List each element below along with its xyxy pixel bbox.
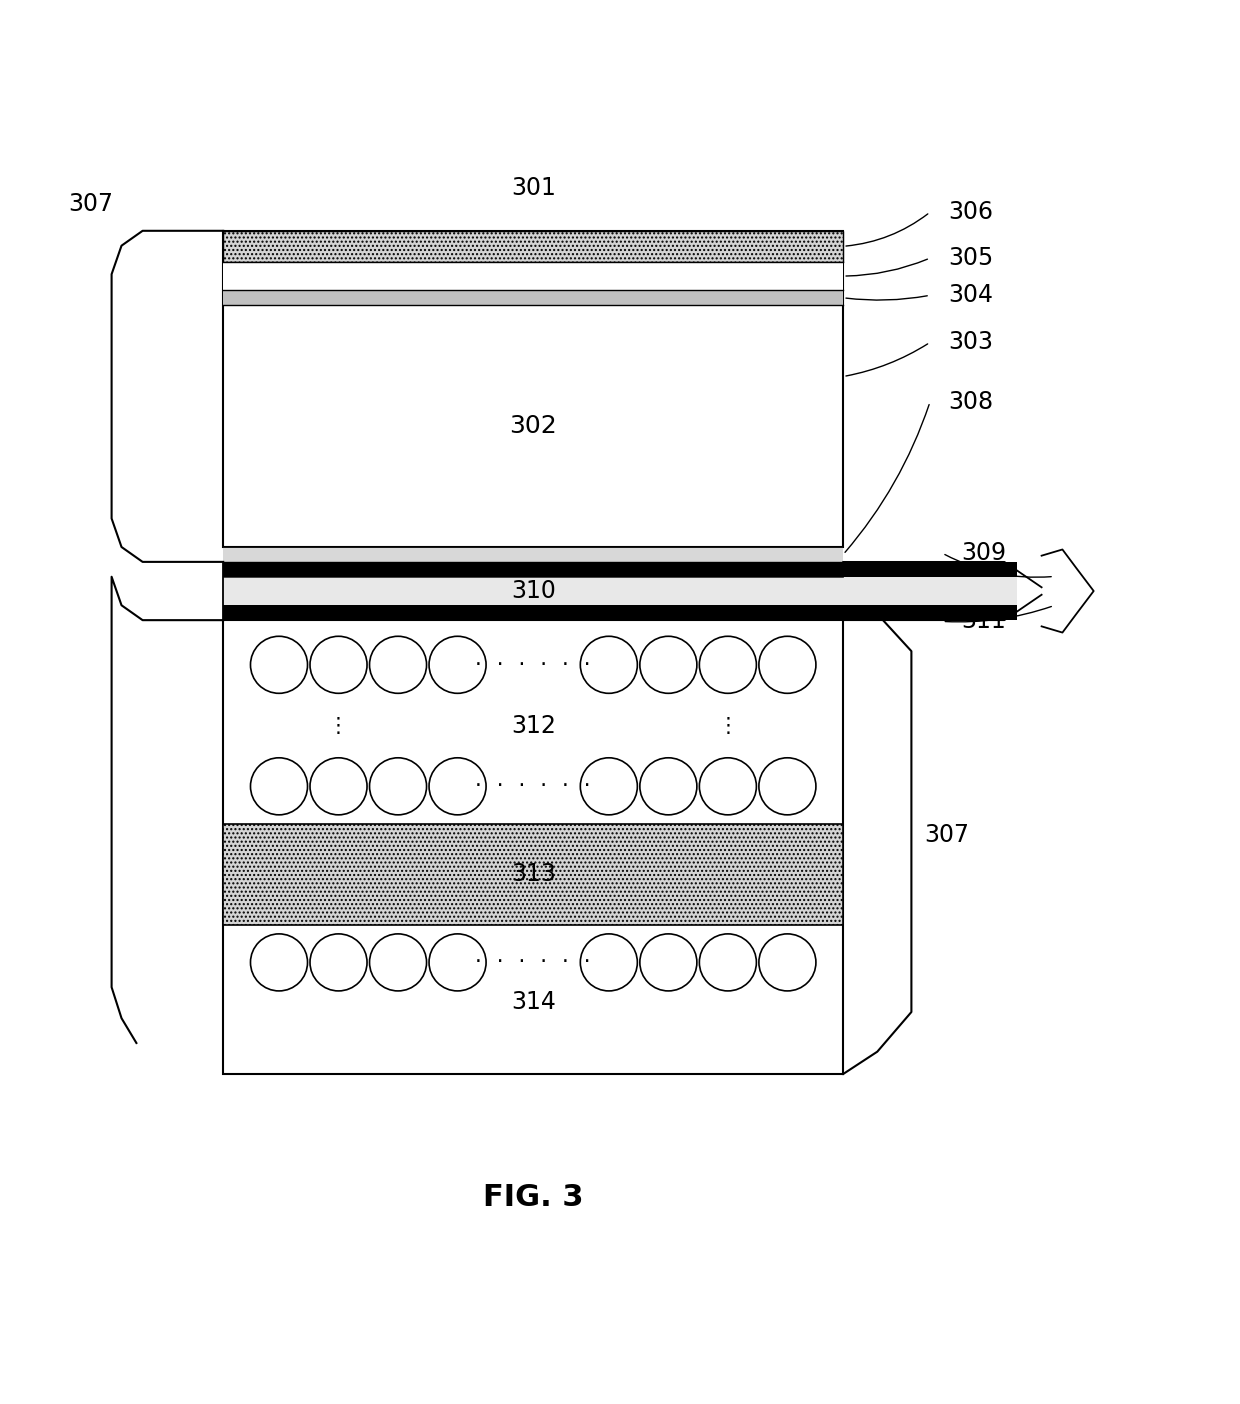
- Circle shape: [640, 758, 697, 814]
- Circle shape: [759, 758, 816, 814]
- Circle shape: [429, 636, 486, 694]
- Circle shape: [250, 636, 308, 694]
- Text: 307: 307: [68, 192, 113, 216]
- Text: · · · · · ·: · · · · · ·: [474, 656, 593, 674]
- Bar: [223, 824, 843, 925]
- Circle shape: [580, 636, 637, 694]
- Circle shape: [580, 934, 637, 991]
- Circle shape: [250, 934, 308, 991]
- Bar: [223, 621, 843, 1074]
- Text: 308: 308: [949, 390, 993, 414]
- Circle shape: [759, 934, 816, 991]
- Text: ⋮: ⋮: [329, 716, 348, 736]
- Text: 309: 309: [961, 541, 1006, 566]
- Text: 311: 311: [961, 609, 1006, 633]
- Circle shape: [370, 758, 427, 814]
- Text: 306: 306: [949, 201, 993, 225]
- Text: 314: 314: [511, 990, 556, 1014]
- Circle shape: [310, 934, 367, 991]
- Text: 313: 313: [511, 862, 556, 886]
- Circle shape: [310, 636, 367, 694]
- Text: 302: 302: [510, 414, 557, 438]
- Text: 312: 312: [511, 713, 556, 737]
- Circle shape: [310, 758, 367, 814]
- Circle shape: [699, 636, 756, 694]
- Text: FIG. 3: FIG. 3: [482, 1184, 584, 1213]
- Circle shape: [580, 758, 637, 814]
- Text: 303: 303: [949, 330, 993, 354]
- Bar: [223, 577, 1017, 605]
- Bar: [223, 562, 1017, 577]
- Circle shape: [429, 934, 486, 991]
- Text: 310: 310: [511, 578, 556, 604]
- Text: ⋮: ⋮: [718, 716, 738, 736]
- Circle shape: [640, 636, 697, 694]
- Circle shape: [250, 758, 308, 814]
- Text: 307: 307: [924, 823, 968, 847]
- Text: · · · · · ·: · · · · · ·: [474, 778, 593, 795]
- Text: 305: 305: [949, 246, 993, 270]
- Circle shape: [699, 934, 756, 991]
- Text: · · · · · ·: · · · · · ·: [474, 953, 593, 972]
- Bar: [223, 261, 843, 291]
- Circle shape: [699, 758, 756, 814]
- Bar: [223, 605, 1017, 621]
- Bar: [223, 230, 843, 548]
- Bar: [223, 230, 843, 261]
- Circle shape: [370, 636, 427, 694]
- Circle shape: [640, 934, 697, 991]
- Circle shape: [429, 758, 486, 814]
- Circle shape: [759, 636, 816, 694]
- Bar: [223, 291, 843, 305]
- Text: 304: 304: [949, 284, 993, 307]
- Circle shape: [370, 934, 427, 991]
- Text: 301: 301: [511, 176, 556, 199]
- Bar: [223, 548, 843, 562]
